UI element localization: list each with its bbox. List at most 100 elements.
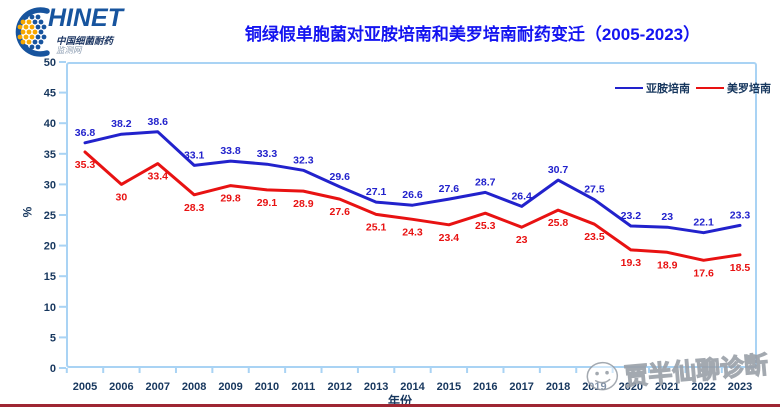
- logo-dot: [38, 39, 44, 45]
- x-tick-label: 2013: [364, 381, 388, 393]
- chart-title: 铜绿假单胞菌对亚胺培南和美罗培南耐药变迁（2005-2023）: [244, 25, 701, 44]
- legend-line-red: [696, 86, 724, 89]
- logo-dot: [26, 39, 32, 45]
- data-label-0: 27.6: [439, 183, 460, 195]
- series-line-0: [83, 130, 742, 235]
- logo-dot: [38, 19, 44, 25]
- logo-dot: [29, 24, 35, 30]
- data-label-1: 25.1: [366, 221, 387, 233]
- legend-line-blue: [615, 87, 643, 89]
- logo-dot: [32, 29, 38, 35]
- data-label-0: 29.6: [330, 171, 351, 183]
- logo-brand-text: HINET: [48, 4, 123, 32]
- data-label-1: 33.4: [148, 171, 169, 183]
- data-label-0: 26.6: [402, 189, 423, 201]
- chinet-logo-icon: [15, 7, 50, 57]
- logo-dot: [29, 44, 35, 50]
- data-label-1: 24.3: [402, 226, 423, 238]
- data-label-1: 25.8: [548, 217, 569, 229]
- chinet-logo: HINET 中国细菌耐药 监测网: [8, 2, 183, 58]
- data-label-1: 28.3: [184, 202, 205, 214]
- data-label-0: 26.4: [511, 190, 532, 202]
- data-label-1: 30: [116, 191, 128, 203]
- logo-dot: [23, 14, 29, 20]
- data-label-0: 23.3: [730, 209, 751, 221]
- data-label-1: 18.5: [730, 262, 751, 274]
- y-axis-title: %: [20, 206, 35, 218]
- x-tick-label: 2005: [73, 381, 97, 393]
- data-label-1: 23.4: [439, 232, 460, 244]
- x-tick-label: 2023: [728, 381, 752, 393]
- y-tick-label: 15: [44, 271, 56, 283]
- y-tick-label: 20: [44, 241, 56, 253]
- legend-item-meropenem: 美罗培南: [696, 80, 771, 96]
- y-tick-label: 40: [44, 118, 56, 130]
- plot-area-border: [66, 62, 757, 368]
- y-tick-label: 35: [44, 149, 56, 161]
- logo-dot: [23, 44, 29, 50]
- data-label-0: 22.1: [693, 217, 714, 229]
- data-label-0: 38.2: [111, 118, 132, 130]
- x-tick-label: 2017: [509, 381, 533, 393]
- y-tick-label: 0: [50, 363, 56, 375]
- logo-subtitle-2: 监测网: [56, 45, 82, 55]
- data-label-1: 28.9: [293, 198, 314, 210]
- watermark-face-icon: [586, 361, 619, 391]
- x-tick-label: 2011: [291, 381, 315, 393]
- x-tick-label: 2016: [473, 381, 497, 393]
- y-tick-label: 45: [44, 88, 56, 100]
- legend-item-imipenem: 亚胺培南: [615, 80, 690, 96]
- legend-label-imipenem: 亚胺培南: [646, 83, 690, 95]
- x-tick-label: 2012: [327, 381, 351, 393]
- footer-divider: [0, 404, 780, 407]
- data-label-0: 38.6: [148, 116, 169, 128]
- logo-subtitle: 中国细菌耐药: [56, 36, 114, 47]
- logo-dot: [32, 19, 38, 25]
- logo-dot: [23, 34, 29, 40]
- data-label-0: 27.1: [366, 186, 387, 198]
- y-tick-label: 5: [50, 332, 56, 344]
- x-tick-label: 2021: [655, 381, 679, 393]
- data-label-1: 17.6: [693, 267, 714, 279]
- data-label-1: 27.6: [330, 206, 351, 218]
- x-tick-label: 2010: [255, 381, 279, 393]
- data-label-1: 18.9: [657, 259, 678, 271]
- data-label-1: 29.8: [220, 193, 241, 205]
- data-label-1: 19.3: [621, 257, 642, 269]
- x-tick-label: 2009: [218, 381, 242, 393]
- logo-dot: [17, 34, 23, 40]
- logo-dot: [29, 34, 35, 40]
- logo-dot: [38, 29, 44, 35]
- logo-dot: [26, 19, 32, 25]
- logo-dot: [20, 29, 26, 35]
- logo-dot: [29, 14, 35, 20]
- logo-dot: [41, 34, 47, 40]
- legend: 亚胺培南 美罗培南: [615, 80, 771, 96]
- x-tick-label: 2020: [619, 381, 643, 393]
- data-label-0: 23: [661, 211, 673, 223]
- logo-dot: [26, 29, 32, 35]
- y-tick-label: 25: [44, 210, 56, 222]
- x-tick-label: 2022: [691, 381, 715, 393]
- logo-dot: [35, 44, 41, 50]
- logo-dot: [20, 39, 26, 45]
- y-tick-label: 30: [44, 179, 56, 191]
- data-label-1: 23: [516, 234, 528, 246]
- data-label-1: 25.3: [475, 220, 496, 232]
- data-label-0: 33.1: [184, 149, 205, 161]
- data-label-0: 36.8: [75, 127, 96, 139]
- data-label-0: 33.8: [220, 145, 241, 157]
- y-tick-label: 50: [44, 57, 56, 69]
- data-label-1: 29.1: [257, 197, 278, 209]
- data-label-0: 33.3: [257, 148, 278, 160]
- data-label-0: 23.2: [621, 210, 642, 222]
- logo-dot: [35, 34, 41, 40]
- logo-dot: [17, 24, 23, 30]
- data-label-0: 32.3: [293, 154, 314, 166]
- logo-swoosh: [15, 7, 50, 57]
- logo-dot: [32, 39, 38, 45]
- data-label-1: 23.5: [584, 231, 605, 243]
- x-tick-label: 2006: [109, 381, 133, 393]
